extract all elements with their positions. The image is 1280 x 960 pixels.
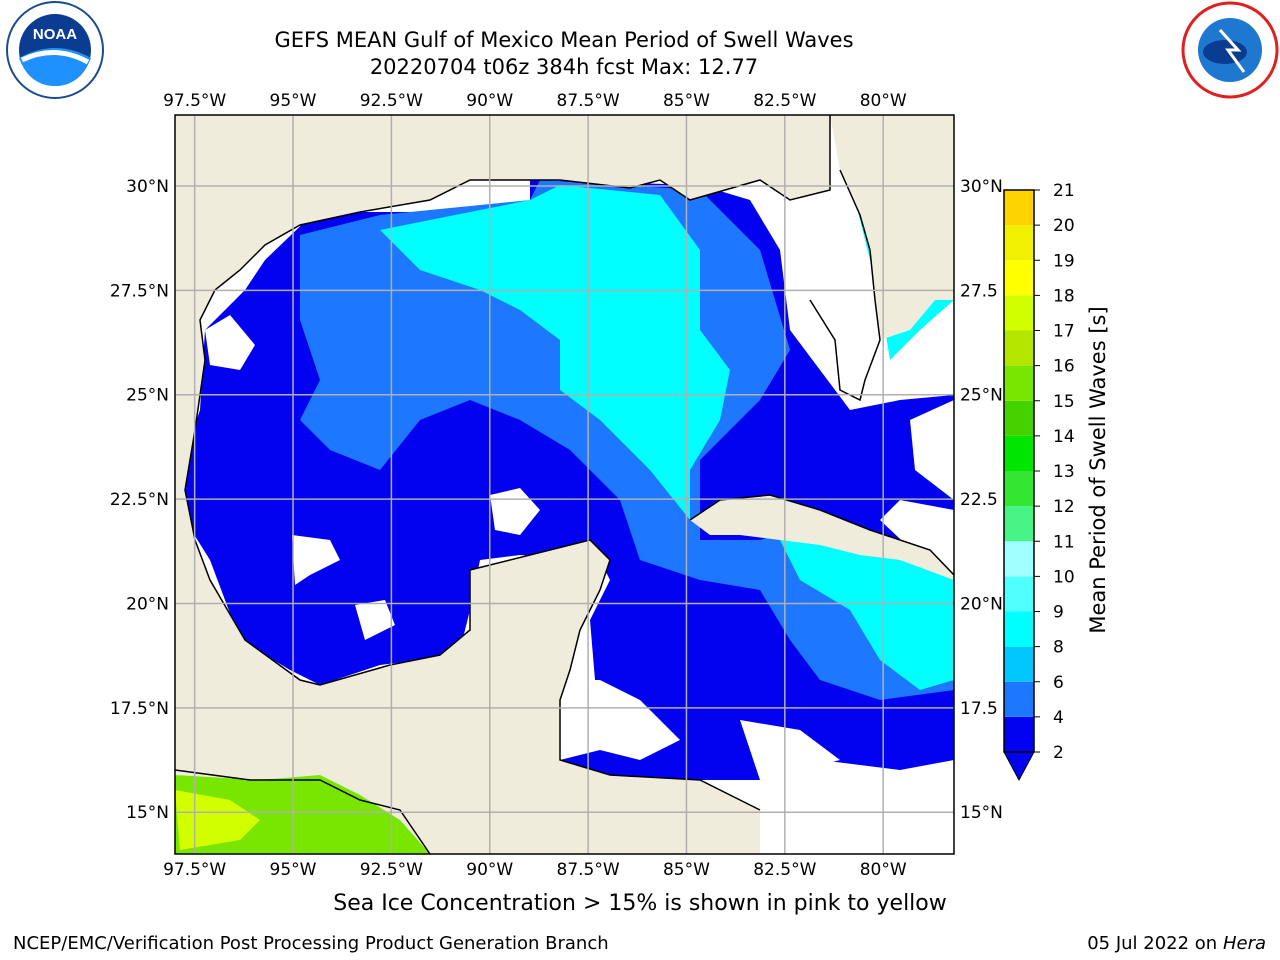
lon-label-bottom: 97.5°W: [163, 860, 226, 880]
colorbar-segment: [1004, 400, 1034, 436]
colorbar-segment: [1004, 295, 1034, 331]
lat-label-left: 20°N: [126, 594, 169, 614]
colorbar-tick-label: 10: [1053, 567, 1075, 587]
lon-label-bottom: 90°W: [466, 860, 513, 880]
lat-label-right: 20°N: [960, 594, 1003, 614]
date-stamp: 05 Jul 2022 on Hera: [1087, 933, 1266, 954]
land-cuba: [690, 495, 954, 580]
colorbar-tick-label: 11: [1053, 532, 1075, 552]
lon-label-top: 80°W: [860, 91, 907, 111]
lon-label-bottom: 95°W: [270, 860, 317, 880]
credit-line: NCEP/EMC/Verification Post Processing Pr…: [13, 933, 609, 954]
svg-text:NOAA: NOAA: [33, 26, 77, 43]
colorbar-tick-label: 15: [1053, 392, 1075, 412]
lon-label-bottom: 87.5°W: [557, 860, 620, 880]
date-text: 05 Jul 2022 on: [1087, 933, 1223, 954]
colorbar-segment: [1004, 330, 1034, 366]
lat-label-left: 22.5°N: [110, 490, 169, 510]
swell-field-6to8s: [380, 185, 730, 520]
colorbar-segment: [1004, 576, 1034, 612]
lat-label-right: 30°N: [960, 177, 1003, 197]
colorbar-label: Mean Period of Swell Waves [s]: [1086, 306, 1110, 633]
lon-label-bottom: 80°W: [860, 860, 907, 880]
colorbar-tick-label: 9: [1053, 603, 1064, 623]
lon-label-top: 90°W: [466, 91, 513, 111]
map-title: GEFS MEAN Gulf of Mexico Mean Period of …: [274, 28, 854, 52]
nws-logo: [1181, 1, 1279, 99]
lon-label-top: 92.5°W: [360, 91, 423, 111]
colorbar-segment: [1004, 716, 1034, 752]
lat-label-right: 25°N: [960, 386, 1003, 406]
graticule: [175, 115, 954, 854]
colorbar-tick-label: 19: [1053, 251, 1075, 271]
swell-field-6to8s-caribbean: [780, 525, 954, 690]
lon-label-top: 85°W: [663, 91, 710, 111]
colorbar-tick-label: 12: [1053, 497, 1075, 517]
lon-label-bottom: 92.5°W: [360, 860, 423, 880]
lat-label-right: 17.5: [960, 699, 998, 719]
colorbar-extend-min: [1003, 751, 1035, 782]
lon-label-top: 95°W: [270, 91, 317, 111]
lat-label-left: 17.5°N: [110, 699, 169, 719]
lon-label-bottom: 85°W: [663, 860, 710, 880]
colorbar-segment: [1004, 471, 1034, 507]
colorbar-segment: [1004, 365, 1034, 401]
colorbar-segment: [1004, 506, 1034, 542]
colorbar-tick-label: 18: [1053, 286, 1075, 306]
colorbar-tick-label: 4: [1053, 708, 1064, 728]
lat-label-right: 27.5: [960, 281, 998, 301]
lat-label-left: 27.5°N: [110, 281, 169, 301]
colorbar-segment: [1004, 541, 1034, 577]
map-subtitle: 20220704 t06z 384h fcst Max: 12.77: [369, 55, 759, 79]
colorbar-tick-label: 14: [1053, 427, 1075, 447]
colorbar-tick-label: 17: [1053, 322, 1075, 342]
colorbar-tick-label: 21: [1053, 181, 1075, 201]
lon-label-top: 97.5°W: [163, 91, 226, 111]
colorbar-segment: [1004, 260, 1034, 296]
ice-caption: Sea Ice Concentration > 15% is shown in …: [333, 891, 947, 916]
lon-label-bottom: 82.5°W: [753, 860, 816, 880]
lon-label-top: 82.5°W: [753, 91, 816, 111]
lat-label-left: 30°N: [126, 177, 169, 197]
lat-label-left: 15°N: [126, 803, 169, 823]
colorbar-segment: [1004, 611, 1034, 647]
machine-name: Hera: [1222, 933, 1266, 954]
colorbar-tick-label: 20: [1053, 216, 1075, 236]
lat-label-left: 25°N: [126, 386, 169, 406]
colorbar-tick-label: 16: [1053, 357, 1075, 377]
colorbar-segment: [1004, 681, 1034, 717]
colorbar-tick-label: 13: [1053, 462, 1075, 482]
lat-label-right: 22.5: [960, 490, 998, 510]
noaa-logo: NOAA: [6, 1, 104, 99]
lon-label-top: 87.5°W: [557, 91, 620, 111]
map-area: [175, 115, 954, 854]
colorbar-tick-label: 8: [1053, 638, 1064, 658]
colorbar-tick-label: 6: [1053, 673, 1064, 693]
colorbar-segment: [1004, 435, 1034, 471]
map-frame: [174, 114, 955, 855]
colorbar-segment: [1004, 190, 1034, 226]
colorbar-tick-label: 2: [1053, 743, 1064, 763]
colorbar-segment: [1004, 646, 1034, 682]
lat-label-right: 15°N: [960, 803, 1003, 823]
colorbar: 2 4 6 8 9 10 11 12 13 14 15 16 17 18 19 20 21: [1003, 181, 1075, 782]
colorbar-segment: [1004, 225, 1034, 261]
